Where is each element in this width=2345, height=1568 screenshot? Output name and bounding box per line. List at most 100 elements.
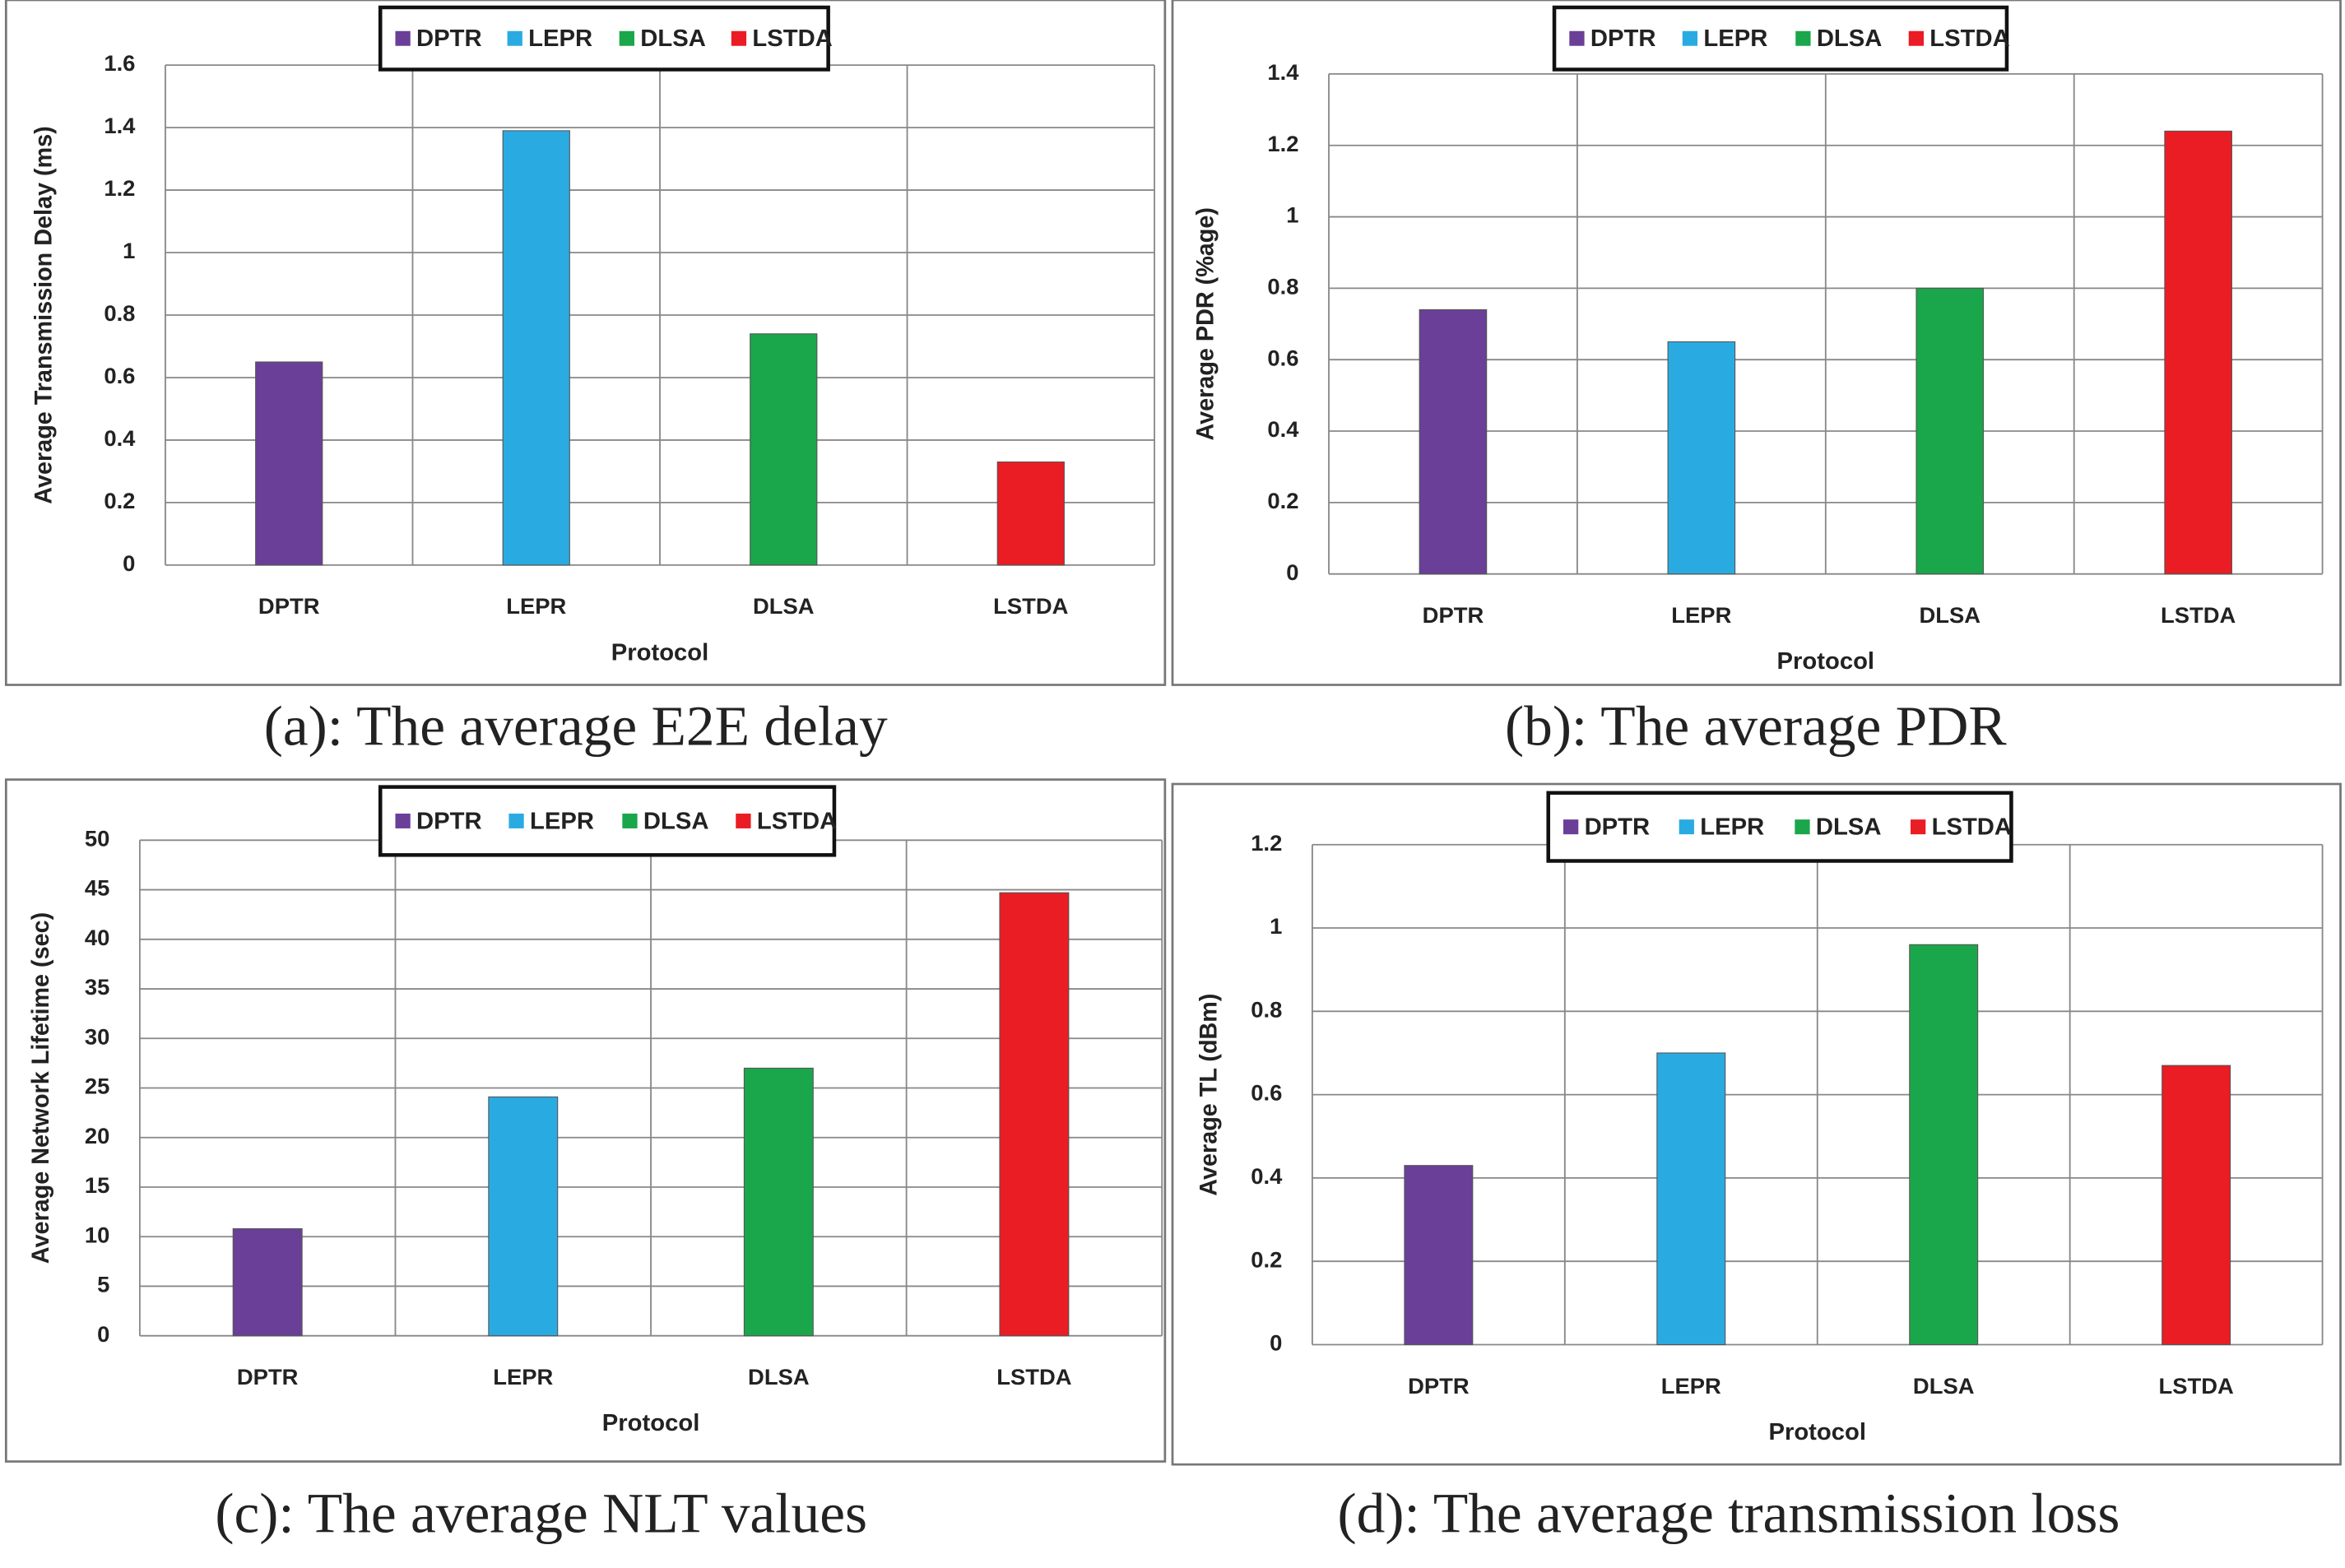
bar <box>232 1228 303 1337</box>
y-tick-label: 0.2 <box>1267 488 1298 513</box>
y-tick-label: 0.2 <box>104 488 135 513</box>
x-tick-label: LSTDA <box>996 1364 1071 1389</box>
y-tick-label: 1.4 <box>1267 59 1298 85</box>
bar <box>502 130 570 566</box>
legend-box <box>1546 791 2013 863</box>
y-tick-label: 0 <box>1286 559 1298 585</box>
y-tick-label: 25 <box>85 1074 109 1099</box>
legend-label: LSTDA <box>1929 26 2009 52</box>
bar <box>1667 341 1736 575</box>
bar <box>255 361 323 566</box>
legend-label: DLSA <box>1816 814 1882 841</box>
legend-label: DPTR <box>1585 814 1651 841</box>
y-tick-label: 1.2 <box>1251 830 1282 856</box>
x-axis-label: Protocol <box>1768 1419 1866 1445</box>
legend-swatch <box>731 30 747 46</box>
bar <box>743 1067 814 1337</box>
x-tick-label: DLSA <box>1913 1373 1975 1399</box>
legend-swatch <box>1563 819 1579 835</box>
x-tick-label: DPTR <box>237 1364 299 1389</box>
x-tick-label: DLSA <box>1919 602 1980 628</box>
y-tick-label: 1 <box>1286 202 1298 228</box>
y-tick-label: 0.6 <box>104 363 135 388</box>
legend-swatch <box>1795 819 1810 835</box>
y-tick-label: 0.4 <box>104 425 135 451</box>
bar <box>2162 1065 2231 1346</box>
bar <box>2164 130 2232 575</box>
x-tick-label: LSTDA <box>993 593 1068 619</box>
y-tick-label: 5 <box>97 1272 109 1297</box>
legend-label: LSTDA <box>757 809 837 835</box>
y-tick-label: 1.6 <box>104 50 135 76</box>
x-tick-label: LSTDA <box>2161 602 2236 628</box>
caption: (a): The average E2E delay <box>264 695 888 757</box>
y-tick-label: 20 <box>85 1123 109 1148</box>
legend-label: DPTR <box>416 809 482 835</box>
legend-label: LEPR <box>528 26 592 52</box>
y-tick-label: 45 <box>85 875 109 901</box>
legend-swatch <box>622 813 638 828</box>
legend-swatch <box>395 813 411 828</box>
panel-frame <box>1171 0 2342 686</box>
y-tick-label: 10 <box>85 1222 109 1248</box>
y-axis-label: Average Network Lifetime (sec) <box>28 912 54 1264</box>
panel-frame <box>1171 782 2342 1466</box>
y-tick-label: 30 <box>85 1024 109 1050</box>
bar <box>488 1096 559 1337</box>
bar <box>999 892 1070 1337</box>
x-tick-label: DPTR <box>258 593 320 619</box>
legend-label: LEPR <box>530 809 594 835</box>
bar <box>750 333 818 566</box>
caption: (b): The average PDR <box>1505 695 2007 757</box>
x-axis-label: Protocol <box>1777 648 1875 675</box>
y-tick-label: 0.2 <box>1251 1247 1282 1273</box>
y-tick-label: 0 <box>97 1321 109 1347</box>
x-tick-label: DLSA <box>753 593 815 619</box>
bar <box>1915 287 1985 575</box>
y-tick-label: 1.2 <box>1267 131 1298 156</box>
y-tick-label: 1.2 <box>104 175 135 201</box>
legend-swatch <box>1908 30 1925 46</box>
legend-swatch <box>1569 30 1585 46</box>
legend-box <box>378 5 830 72</box>
legend-label: LEPR <box>1700 814 1764 841</box>
legend-label: LEPR <box>1703 26 1767 52</box>
caption: (c): The average NLT values <box>215 1482 867 1544</box>
legend-swatch <box>736 813 751 828</box>
y-axis-label: Average Transmission Delay (ms) <box>30 126 57 503</box>
y-tick-label: 0.6 <box>1267 346 1298 371</box>
y-tick-label: 1.4 <box>104 113 135 138</box>
legend-swatch <box>1679 819 1694 835</box>
x-axis-label: Protocol <box>611 640 709 666</box>
legend-label: LSTDA <box>752 26 832 52</box>
y-axis-label: Average PDR (%age) <box>1193 207 1219 441</box>
x-tick-label: LEPR <box>1671 602 1731 628</box>
y-tick-label: 40 <box>85 925 109 950</box>
x-tick-label: LSTDA <box>2158 1373 2233 1399</box>
x-tick-label: DPTR <box>1408 1373 1470 1399</box>
legend-swatch <box>619 30 634 46</box>
bar <box>1419 308 1488 575</box>
x-tick-label: DPTR <box>1423 602 1484 628</box>
y-axis-label: Average TL (dBm) <box>1196 994 1222 1196</box>
legend-label: DLSA <box>1817 26 1883 52</box>
legend-label: LSTDA <box>1932 814 2012 841</box>
x-tick-label: DLSA <box>748 1364 810 1389</box>
y-tick-label: 0.4 <box>1251 1163 1282 1189</box>
y-tick-label: 0.6 <box>1251 1080 1282 1106</box>
legend-swatch <box>395 30 411 46</box>
bar <box>1909 944 1979 1346</box>
x-axis-label: Protocol <box>602 1410 700 1436</box>
legend-label: DLSA <box>643 809 709 835</box>
y-tick-label: 0.4 <box>1267 416 1298 442</box>
legend-swatch <box>508 813 524 828</box>
legend-swatch <box>1911 819 1926 835</box>
panel-frame <box>4 778 1167 1463</box>
caption: (d): The average transmission loss <box>1338 1482 2120 1544</box>
legend-swatch <box>507 30 522 46</box>
y-tick-label: 35 <box>85 974 109 1000</box>
x-tick-label: LEPR <box>1661 1373 1721 1399</box>
y-tick-label: 0.8 <box>1267 274 1298 299</box>
